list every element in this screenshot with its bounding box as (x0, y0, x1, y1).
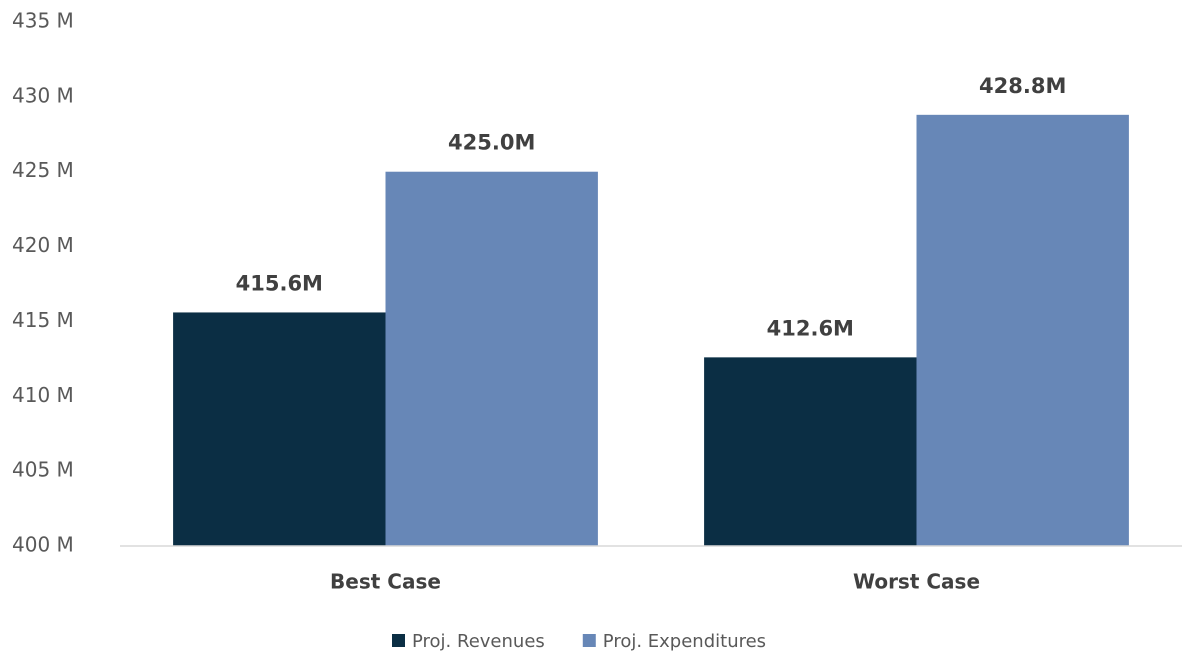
legend-label: Proj. Expenditures (603, 631, 766, 652)
x-tick-label: Best Case (330, 570, 441, 594)
value-label: 412.6M (767, 316, 854, 340)
legend-label: Proj. Revenues (412, 631, 545, 652)
y-tick-label: 405 M (12, 458, 74, 482)
x-tick-label: Worst Case (853, 570, 980, 594)
value-label: 415.6M (236, 271, 323, 295)
value-label: 428.8M (979, 74, 1066, 98)
bar (704, 357, 917, 546)
y-tick-label: 420 M (12, 233, 74, 257)
bar (173, 312, 386, 546)
y-tick-label: 435 M (12, 9, 74, 33)
bar (916, 114, 1129, 546)
y-tick-label: 425 M (12, 158, 74, 182)
y-tick-label: 415 M (12, 308, 74, 332)
bar (385, 171, 598, 546)
legend-swatch (392, 634, 405, 647)
y-tick-label: 400 M (12, 533, 74, 557)
y-tick-label: 410 M (12, 383, 74, 407)
value-label: 425.0M (448, 131, 535, 155)
y-tick-label: 430 M (12, 83, 74, 107)
legend-swatch (582, 634, 596, 647)
